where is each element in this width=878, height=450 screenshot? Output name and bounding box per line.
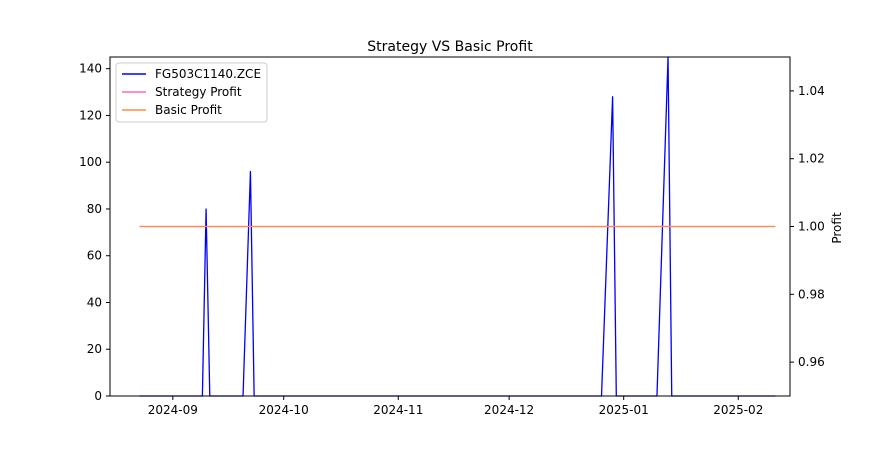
- x-tick-label-2024-12: 2024-12: [484, 403, 534, 417]
- y-right-tick-label-1.00: 1.00: [798, 220, 825, 234]
- y-right-tick-label-1.02: 1.02: [798, 152, 825, 166]
- y-left-tick-label-40: 40: [87, 295, 102, 309]
- x-tick-label-2025-02: 2025-02: [713, 403, 763, 417]
- y-left-tick-label-140: 140: [79, 62, 102, 76]
- x-tick-label-2024-09: 2024-09: [148, 403, 198, 417]
- right-axis-label: Profit: [830, 212, 844, 244]
- y-right-tick-label-0.96: 0.96: [798, 355, 825, 369]
- y-right-tick-label-0.98: 0.98: [798, 287, 825, 301]
- y-left-tick-label-80: 80: [87, 202, 102, 216]
- y-right-tick-label-1.04: 1.04: [798, 84, 825, 98]
- legend-frame: [115, 62, 268, 123]
- legend-label-basic-profit: Basic Profit: [155, 103, 222, 117]
- x-tick-label-2025-01: 2025-01: [599, 403, 649, 417]
- y-left-tick-label-0: 0: [94, 389, 102, 403]
- legend: FG503C1140.ZCE Strategy Profit Basic Pro…: [115, 62, 268, 123]
- y-left-tick-label-20: 20: [87, 342, 102, 356]
- x-tick-label-2024-10: 2024-10: [259, 403, 309, 417]
- y-left-tick-label-120: 120: [79, 108, 102, 122]
- x-tick-label-2024-11: 2024-11: [373, 403, 423, 417]
- legend-label-fg503c1140: FG503C1140.ZCE: [155, 67, 261, 81]
- y-left-tick-label-100: 100: [79, 155, 102, 169]
- chart-title: Strategy VS Basic Profit: [367, 39, 533, 55]
- axes-layer: 2024-09 2024-10 2024-11 2024-12 2025-01 2025-…: [79, 56, 825, 417]
- legend-label-strategy-profit: Strategy Profit: [155, 85, 242, 99]
- y-left-tick-label-60: 60: [87, 249, 102, 263]
